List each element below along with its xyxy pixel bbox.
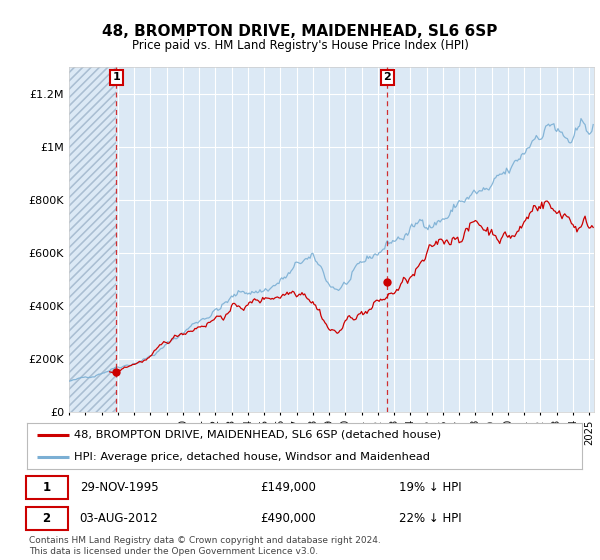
Text: 2: 2 — [43, 512, 50, 525]
Text: 1: 1 — [43, 480, 50, 494]
Text: 48, BROMPTON DRIVE, MAIDENHEAD, SL6 6SP (detached house): 48, BROMPTON DRIVE, MAIDENHEAD, SL6 6SP … — [74, 430, 442, 440]
Text: 22% ↓ HPI: 22% ↓ HPI — [399, 512, 461, 525]
Bar — [69, 67, 116, 412]
Text: 19% ↓ HPI: 19% ↓ HPI — [399, 480, 461, 494]
Bar — [69, 67, 116, 412]
Text: Contains HM Land Registry data © Crown copyright and database right 2024.
This d: Contains HM Land Registry data © Crown c… — [29, 536, 380, 556]
Text: HPI: Average price, detached house, Windsor and Maidenhead: HPI: Average price, detached house, Wind… — [74, 452, 430, 462]
Bar — [69, 67, 116, 412]
Text: 1: 1 — [113, 72, 121, 82]
FancyBboxPatch shape — [26, 507, 68, 530]
FancyBboxPatch shape — [26, 475, 68, 498]
Text: 29-NOV-1995: 29-NOV-1995 — [80, 480, 158, 494]
Text: £149,000: £149,000 — [260, 480, 316, 494]
Text: 48, BROMPTON DRIVE, MAIDENHEAD, SL6 6SP: 48, BROMPTON DRIVE, MAIDENHEAD, SL6 6SP — [103, 24, 497, 39]
Text: 2: 2 — [383, 72, 391, 82]
Text: Price paid vs. HM Land Registry's House Price Index (HPI): Price paid vs. HM Land Registry's House … — [131, 39, 469, 52]
Text: 03-AUG-2012: 03-AUG-2012 — [80, 512, 158, 525]
Text: £490,000: £490,000 — [260, 512, 316, 525]
